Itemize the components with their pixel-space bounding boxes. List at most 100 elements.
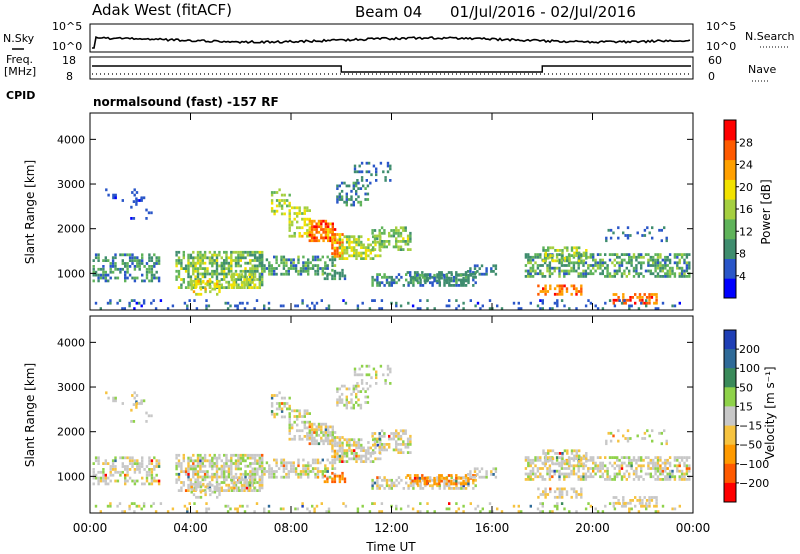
velocity-cell [244, 464, 247, 468]
velocity-cell [348, 457, 351, 461]
power-cell [343, 277, 347, 281]
power-cell [611, 275, 614, 278]
velocity-cell [673, 464, 677, 468]
velocity-cell [175, 472, 178, 476]
power-cell [324, 225, 328, 229]
velocity-cell [275, 407, 279, 411]
velocity-cell [539, 493, 542, 496]
velocity-cell [399, 448, 403, 452]
velocity-cell [599, 475, 602, 479]
velocity-cell [390, 478, 393, 482]
velocity-cell [336, 390, 339, 393]
power-cell [404, 229, 407, 232]
power-cell [256, 278, 259, 281]
power-cell [659, 275, 662, 278]
power-cell [585, 249, 588, 252]
velocity-cell [94, 456, 98, 460]
velocity-cell [203, 472, 207, 476]
power-cell [554, 259, 557, 263]
power-cell [211, 264, 214, 268]
power-cell [298, 232, 301, 235]
power-cell [225, 267, 228, 270]
power-cell [373, 234, 377, 238]
power-cell [109, 270, 112, 274]
velocity-cell [395, 440, 398, 444]
velocity-cell [204, 490, 207, 494]
velocity-cell [211, 462, 214, 465]
power-cell [462, 276, 465, 280]
velocity-cell [102, 468, 105, 471]
velocity-cell [472, 481, 475, 485]
velocity-cell [291, 426, 294, 430]
power-cell [527, 258, 530, 262]
power-cell [390, 284, 393, 287]
velocity-cell [553, 469, 556, 473]
power-cell [611, 253, 614, 256]
power-cell [109, 276, 112, 280]
power-cell [177, 256, 181, 260]
power-cell [367, 249, 370, 252]
velocity-cell [294, 507, 297, 511]
velocity-cell [304, 464, 307, 468]
power-cell [187, 256, 190, 260]
power-cell [230, 269, 233, 273]
velocity-cell [263, 470, 266, 473]
velocity-cell [395, 507, 398, 511]
power-cell [450, 273, 453, 276]
power-cell [220, 286, 223, 289]
power-cell [428, 276, 431, 280]
velocity-cell [372, 443, 375, 447]
power-cell [413, 271, 417, 274]
power-cell [102, 259, 105, 262]
power-cell [199, 250, 202, 254]
velocity-cell [250, 489, 254, 492]
velocity-cell [638, 496, 642, 499]
power-cell [383, 273, 386, 276]
velocity-cell [580, 487, 583, 491]
velocity-cell [654, 461, 657, 465]
power-cell [373, 278, 377, 282]
velocity-cell [407, 484, 410, 488]
velocity-cell [216, 485, 219, 489]
power-cell [246, 261, 250, 265]
power-cell [121, 199, 124, 202]
power-cell [652, 264, 655, 267]
power-cell [114, 267, 117, 271]
power-cell [448, 281, 451, 285]
velocity-cell [457, 476, 460, 480]
power-cell [209, 290, 212, 294]
power-cell [189, 261, 193, 265]
power-cell [661, 266, 664, 270]
power-cell [215, 269, 219, 273]
velocity-cell [642, 464, 645, 468]
power-cell [407, 284, 410, 287]
power-cell [243, 286, 246, 289]
velocity-cell [208, 462, 212, 465]
velocity-cell [256, 467, 259, 471]
power-cell [253, 283, 256, 287]
power-cell [551, 246, 555, 250]
power-cell [542, 246, 545, 250]
power-cell [355, 254, 358, 258]
power-cell [294, 269, 298, 273]
power-cell [688, 261, 691, 265]
power-cell [606, 272, 609, 276]
velocity-cell [395, 443, 398, 446]
velocity-cell [131, 465, 134, 468]
power-cell [472, 284, 475, 287]
power-cell [365, 170, 368, 174]
power-cell [364, 198, 367, 201]
velocity-cell [561, 457, 564, 460]
velocity-cell [445, 478, 449, 482]
velocity-cell [142, 502, 146, 505]
velocity-cell [620, 478, 624, 481]
power-cell [237, 278, 240, 281]
power-cell [624, 234, 627, 237]
velocity-cell [632, 456, 636, 459]
power-cell [142, 301, 146, 305]
power-cell [302, 261, 305, 265]
velocity-cell [541, 475, 544, 479]
velocity-cell [256, 489, 259, 492]
velocity-cell [388, 484, 391, 488]
velocity-cell [630, 458, 633, 462]
